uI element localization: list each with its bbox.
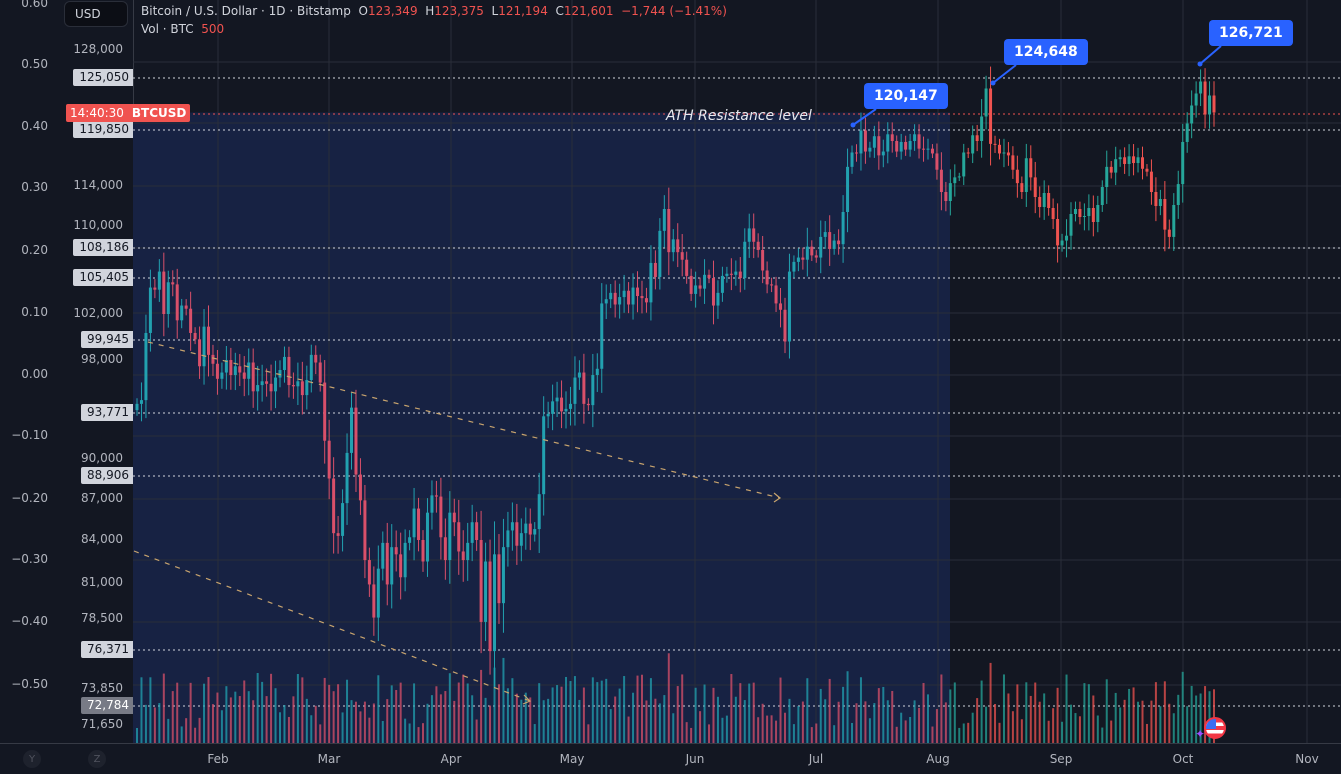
time-tick: May — [559, 752, 585, 766]
z-axis-button[interactable]: Z — [88, 750, 106, 768]
open-label: O — [358, 4, 368, 18]
volume-legend-row[interactable]: Vol · BTC 500 — [141, 20, 727, 38]
high-label: H — [425, 4, 435, 18]
price-tick: 90,000 — [81, 451, 123, 465]
time-tick: Feb — [207, 752, 229, 766]
left-scale-tick: 0.60 — [21, 0, 48, 10]
secondary-scale[interactable]: 0.60 0.50 0.40 0.30 0.20 0.10 0.00 −0.10 −0.20 −0… — [0, 0, 59, 743]
y-axis-button[interactable]: Y — [23, 750, 41, 768]
price-level-tag: 99,945 — [81, 331, 133, 348]
time-tick: Oct — [1172, 752, 1194, 766]
left-scale-tick: −0.10 — [11, 428, 48, 442]
left-scale-tick: 0.10 — [21, 305, 48, 319]
ath-resistance-label[interactable]: ATH Resistance level — [666, 108, 812, 124]
price-tick: 81,000 — [81, 575, 123, 589]
price-tick: 73,850 — [81, 681, 123, 695]
left-scale-tick: 0.20 — [21, 243, 48, 257]
left-scale-tick: −0.30 — [11, 552, 48, 566]
left-scale-tick: 0.30 — [21, 180, 48, 194]
high-value: 123,375 — [434, 4, 484, 18]
price-level-tag: 119,850 — [73, 121, 133, 138]
price-level-tag: 72,784 — [81, 697, 133, 714]
price-tick: 78,500 — [81, 611, 123, 625]
price-level-tag: 108,186 — [73, 239, 133, 256]
price-level-tag: 93,771 — [81, 404, 133, 421]
price-tick: 114,000 — [73, 178, 123, 192]
price-tick: 87,000 — [81, 491, 123, 505]
price-level-tag: 105,405 — [73, 269, 133, 286]
open-value: 123,349 — [367, 4, 418, 18]
us-flag-event-icon[interactable] — [1204, 717, 1226, 739]
candlestick-chart[interactable] — [133, 0, 1341, 743]
time-axis[interactable]: Feb Mar Apr May Jun Jul Aug Sep Oct Nov — [0, 743, 1341, 774]
live-symbol: BTCUSD — [131, 106, 187, 120]
time-tick: Apr — [440, 752, 462, 766]
sparkle-icon: ✦ — [1195, 727, 1206, 741]
left-scale-tick: −0.50 — [11, 677, 48, 691]
price-tick: 102,000 — [73, 306, 123, 320]
time-tick: Mar — [317, 752, 341, 766]
left-scale-tick: 0.50 — [21, 57, 48, 71]
price-tick: 98,000 — [81, 352, 123, 366]
chart-legend[interactable]: Bitcoin / U.S. Dollar · 1D · Bitstamp O1… — [141, 2, 727, 38]
currency-label: USD — [75, 7, 101, 21]
price-tick: 71,650 — [81, 717, 123, 731]
currency-button[interactable]: USD — [64, 1, 128, 27]
countdown: 14:40:30 — [70, 106, 124, 120]
low-value: 121,194 — [498, 4, 548, 18]
change-value: −1,744 (−1.41%) — [621, 4, 727, 18]
price-tick: 128,000 — [73, 42, 123, 56]
volume-label: Vol · BTC — [141, 22, 194, 36]
symbol-legend-row[interactable]: Bitcoin / U.S. Dollar · 1D · Bitstamp O1… — [141, 2, 727, 20]
price-callout[interactable]: 126,721 — [1209, 20, 1293, 46]
price-scale[interactable]: 128,000 114,000 110,000 102,000 98,000 90,000… — [58, 0, 134, 743]
left-scale-tick: −0.40 — [11, 614, 48, 628]
price-level-tag: 125,050 — [73, 69, 133, 86]
close-value: 121,601 — [563, 4, 614, 18]
symbol-name: Bitcoin / U.S. Dollar · 1D · Bitstamp — [141, 4, 351, 18]
live-price-tag: 14:40:30 BTCUSD — [66, 104, 191, 122]
price-level-tag: 76,371 — [81, 641, 133, 658]
time-tick: Sep — [1049, 752, 1073, 766]
left-scale-tick: 0.40 — [21, 119, 48, 133]
price-tick: 84,000 — [81, 532, 123, 546]
volume-value: 500 — [201, 22, 225, 36]
left-scale-tick: 0.00 — [21, 367, 48, 381]
price-callout[interactable]: 120,147 — [864, 83, 948, 109]
close-label: C — [555, 4, 564, 18]
low-label: L — [491, 4, 499, 18]
time-tick: Jun — [685, 752, 705, 766]
time-tick: Aug — [926, 752, 950, 766]
price-tick: 110,000 — [73, 218, 123, 232]
time-tick: Jul — [808, 752, 824, 766]
price-level-tag: 88,906 — [81, 467, 133, 484]
time-tick: Nov — [1295, 752, 1319, 766]
left-scale-tick: −0.20 — [11, 491, 48, 505]
chart-pane[interactable] — [133, 0, 1341, 743]
price-callout[interactable]: 124,648 — [1004, 39, 1088, 65]
